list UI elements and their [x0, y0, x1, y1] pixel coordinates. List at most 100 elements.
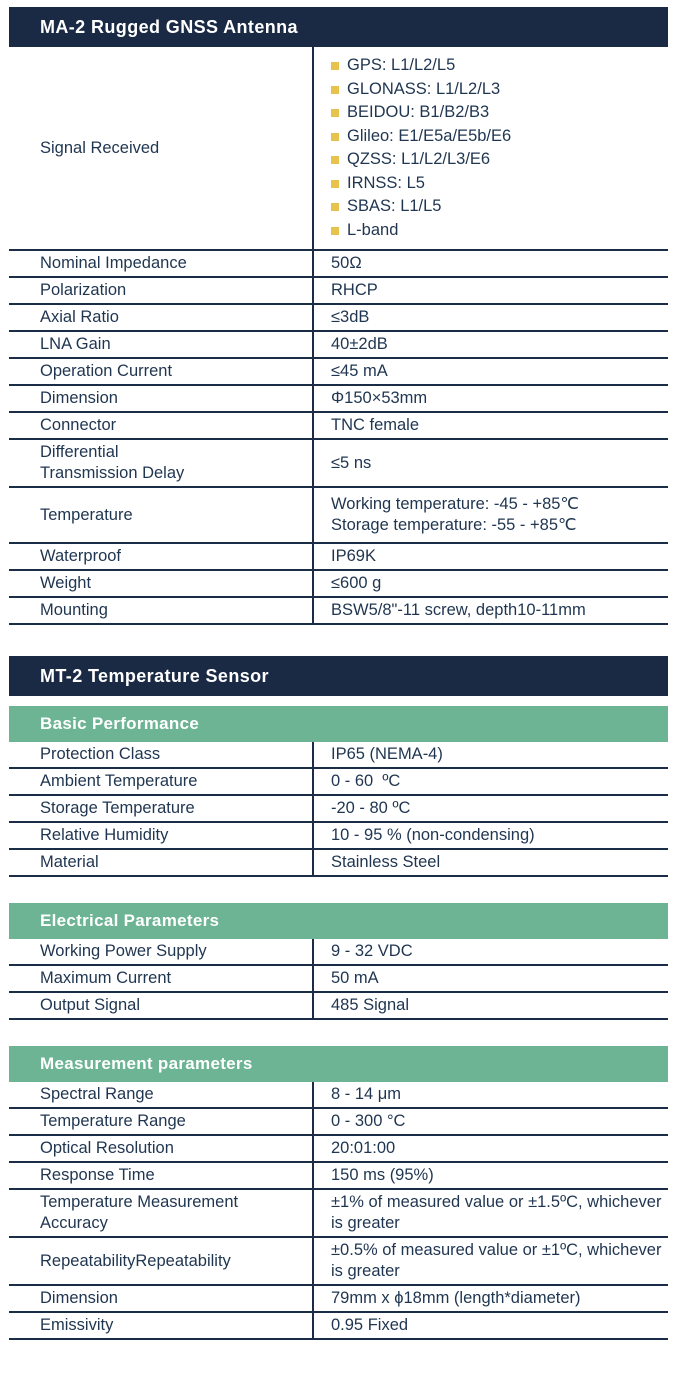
- spec-row-label: Material: [40, 853, 99, 871]
- spec-row-value: RHCP: [312, 278, 668, 303]
- spec-row: Maximum Current 50 mA: [9, 966, 668, 993]
- ma2-section-header: MA-2 Rugged GNSS Antenna: [9, 7, 668, 47]
- bullet-item: BEIDOU: B1/B2/B3: [331, 101, 662, 125]
- spec-row-label: Nominal Impedance: [40, 254, 187, 272]
- spec-row-value: 0 - 60 ºC: [312, 769, 668, 794]
- bullet-item: GPS: L1/L2/L5: [331, 54, 662, 78]
- spec-row-value: 50Ω: [312, 251, 668, 276]
- spec-row: Temperature Measurement Accuracy ±1% of m…: [9, 1190, 668, 1238]
- bullet-item: QZSS: L1/L2/L3/E6: [331, 148, 662, 172]
- spec-row: Dimension Φ150×53mm: [9, 386, 668, 413]
- spec-row-value: 0.95 Fixed: [312, 1313, 668, 1338]
- spec-row: Material Stainless Steel: [9, 850, 668, 877]
- spec-row-label: Temperature: [40, 505, 133, 524]
- spec-row-label: Axial Ratio: [40, 308, 119, 326]
- spec-row-label: Connector: [40, 416, 117, 434]
- spec-row: Polarization RHCP: [9, 278, 668, 305]
- mt2-section-title: MT-2 Temperature Sensor: [40, 666, 269, 686]
- spec-row-label: Ambient Temperature: [40, 772, 198, 790]
- electrical-parameters-table: Working Power Supply 9 - 32 VDC Maximum Cu…: [9, 939, 668, 1020]
- value-line: Storage temperature: -55 - +85℃: [331, 516, 577, 534]
- spec-row-value: ≤3dB: [312, 305, 668, 330]
- spec-row-label: Temperature Measurement Accuracy: [40, 1193, 242, 1232]
- bullet-list: GPS: L1/L2/L5 GLONASS: L1/L2/L3 BEIDOU: B1…: [331, 54, 662, 242]
- spec-row-label: Dimension: [40, 389, 118, 407]
- basic-performance-title: Basic Performance: [40, 714, 200, 733]
- spec-row-label: Emissivity: [40, 1316, 114, 1334]
- spec-row-value: 8 - 14 μm: [312, 1082, 668, 1107]
- basic-performance-table: Protection Class IP65 (NEMA-4) Ambient Tem…: [9, 742, 668, 877]
- spec-row: Relative Humidity 10 - 95 % (non-condensi…: [9, 823, 668, 850]
- spec-row: Weight ≤600 g: [9, 571, 668, 598]
- spec-row-value: 79mm x ϕ18mm (length*diameter): [312, 1286, 668, 1311]
- spec-row-value: 50 mA: [312, 966, 668, 991]
- spec-row: Working Power Supply 9 - 32 VDC: [9, 939, 668, 966]
- spec-row: Emissivity 0.95 Fixed: [9, 1313, 668, 1340]
- spec-row: Optical Resolution 20:01:00: [9, 1136, 668, 1163]
- spec-row-value: ≤5 ns: [312, 440, 668, 486]
- spec-row-value: ±1% of measured value or ±1.5ºC, whichev…: [312, 1190, 668, 1236]
- spec-row-label: Dimension: [40, 1289, 118, 1307]
- spec-row-value: -20 - 80 ºC: [312, 796, 668, 821]
- spec-row-value: 0 - 300 °C: [312, 1109, 668, 1134]
- spec-row-value: GPS: L1/L2/L5 GLONASS: L1/L2/L3 BEIDOU: B1…: [312, 47, 668, 249]
- measurement-parameters-title: Measurement parameters: [40, 1054, 253, 1073]
- spec-row: Response Time 150 ms (95%): [9, 1163, 668, 1190]
- spec-row-value: 150 ms (95%): [312, 1163, 668, 1188]
- spec-row: LNA Gain 40±2dB: [9, 332, 668, 359]
- spec-row-value: 20:01:00: [312, 1136, 668, 1161]
- spec-row-value: ≤600 g: [312, 571, 668, 596]
- spec-row-label: Spectral Range: [40, 1085, 154, 1103]
- spec-row: RepeatabilityRepeatability ±0.5% of measu…: [9, 1238, 668, 1286]
- spec-row-value: 485 Signal: [312, 993, 668, 1018]
- spec-row: Output Signal 485 Signal: [9, 993, 668, 1020]
- spec-row-label: Optical Resolution: [40, 1139, 174, 1157]
- spec-sheet: MA-2 Rugged GNSS Antenna Signal Received…: [9, 7, 668, 1340]
- spec-row: Storage Temperature -20 - 80 ºC: [9, 796, 668, 823]
- spec-row: Signal Received GPS: L1/L2/L5 GLONASS: L1/…: [9, 47, 668, 251]
- spec-row-label: LNA Gain: [40, 335, 111, 353]
- spec-row-value: ≤45 mA: [312, 359, 668, 384]
- spec-row-value: BSW5/8"-11 screw, depth10-11mm: [312, 598, 668, 623]
- spec-row-label: Waterproof: [40, 547, 122, 565]
- spec-row: Ambient Temperature 0 - 60 ºC: [9, 769, 668, 796]
- spec-row-value: TNC female: [312, 413, 668, 438]
- ma2-spec-table: Signal Received GPS: L1/L2/L5 GLONASS: L1/…: [9, 47, 668, 625]
- mt2-section-header: MT-2 Temperature Sensor: [9, 656, 668, 696]
- spec-row-value: IP69K: [312, 544, 668, 569]
- spec-row-label: Differential Transmission Delay: [40, 443, 185, 482]
- spec-row: Axial Ratio ≤3dB: [9, 305, 668, 332]
- spec-row: Dimension 79mm x ϕ18mm (length*diameter): [9, 1286, 668, 1313]
- spec-row-label: Relative Humidity: [40, 826, 169, 844]
- bullet-item: SBAS: L1/L5: [331, 195, 662, 219]
- spec-row-label: Mounting: [40, 601, 108, 619]
- bullet-item: IRNSS: L5: [331, 172, 662, 196]
- spec-row-label: Storage Temperature: [40, 799, 195, 817]
- spec-row-value: Φ150×53mm: [312, 386, 668, 411]
- mt2-section: MT-2 Temperature Sensor Basic Performanc…: [9, 656, 668, 1340]
- ma2-section: MA-2 Rugged GNSS Antenna Signal Received…: [9, 7, 668, 625]
- spec-row: Differential Transmission Delay ≤5 ns: [9, 440, 668, 488]
- spec-row-value: Working temperature: -45 - +85℃ Storage t…: [312, 488, 668, 542]
- spec-row: Waterproof IP69K: [9, 544, 668, 571]
- electrical-parameters-title: Electrical Parameters: [40, 911, 220, 930]
- spec-row: Operation Current ≤45 mA: [9, 359, 668, 386]
- spec-row: Nominal Impedance 50Ω: [9, 251, 668, 278]
- spec-row-value: 40±2dB: [312, 332, 668, 357]
- spec-row: Protection Class IP65 (NEMA-4): [9, 742, 668, 769]
- spec-row: Connector TNC female: [9, 413, 668, 440]
- spec-row: Spectral Range 8 - 14 μm: [9, 1082, 668, 1109]
- spec-row-label: Signal Received: [40, 138, 160, 157]
- bullet-item: Glileo: E1/E5a/E5b/E6: [331, 125, 662, 149]
- electrical-parameters-header: Electrical Parameters: [9, 903, 668, 939]
- spec-row-value: Stainless Steel: [312, 850, 668, 875]
- measurement-parameters-table: Spectral Range 8 - 14 μm Temperature Range…: [9, 1082, 668, 1340]
- spec-row-label: Polarization: [40, 281, 127, 299]
- value-line: Working temperature: -45 - +85℃: [331, 495, 579, 513]
- spec-row-label: RepeatabilityRepeatability: [40, 1251, 231, 1270]
- ma2-section-title: MA-2 Rugged GNSS Antenna: [40, 17, 298, 37]
- spec-row-label: Protection Class: [40, 745, 161, 763]
- measurement-parameters-header: Measurement parameters: [9, 1046, 668, 1082]
- spec-row: Mounting BSW5/8"-11 screw, depth10-11mm: [9, 598, 668, 625]
- spec-row-label: Maximum Current: [40, 969, 172, 987]
